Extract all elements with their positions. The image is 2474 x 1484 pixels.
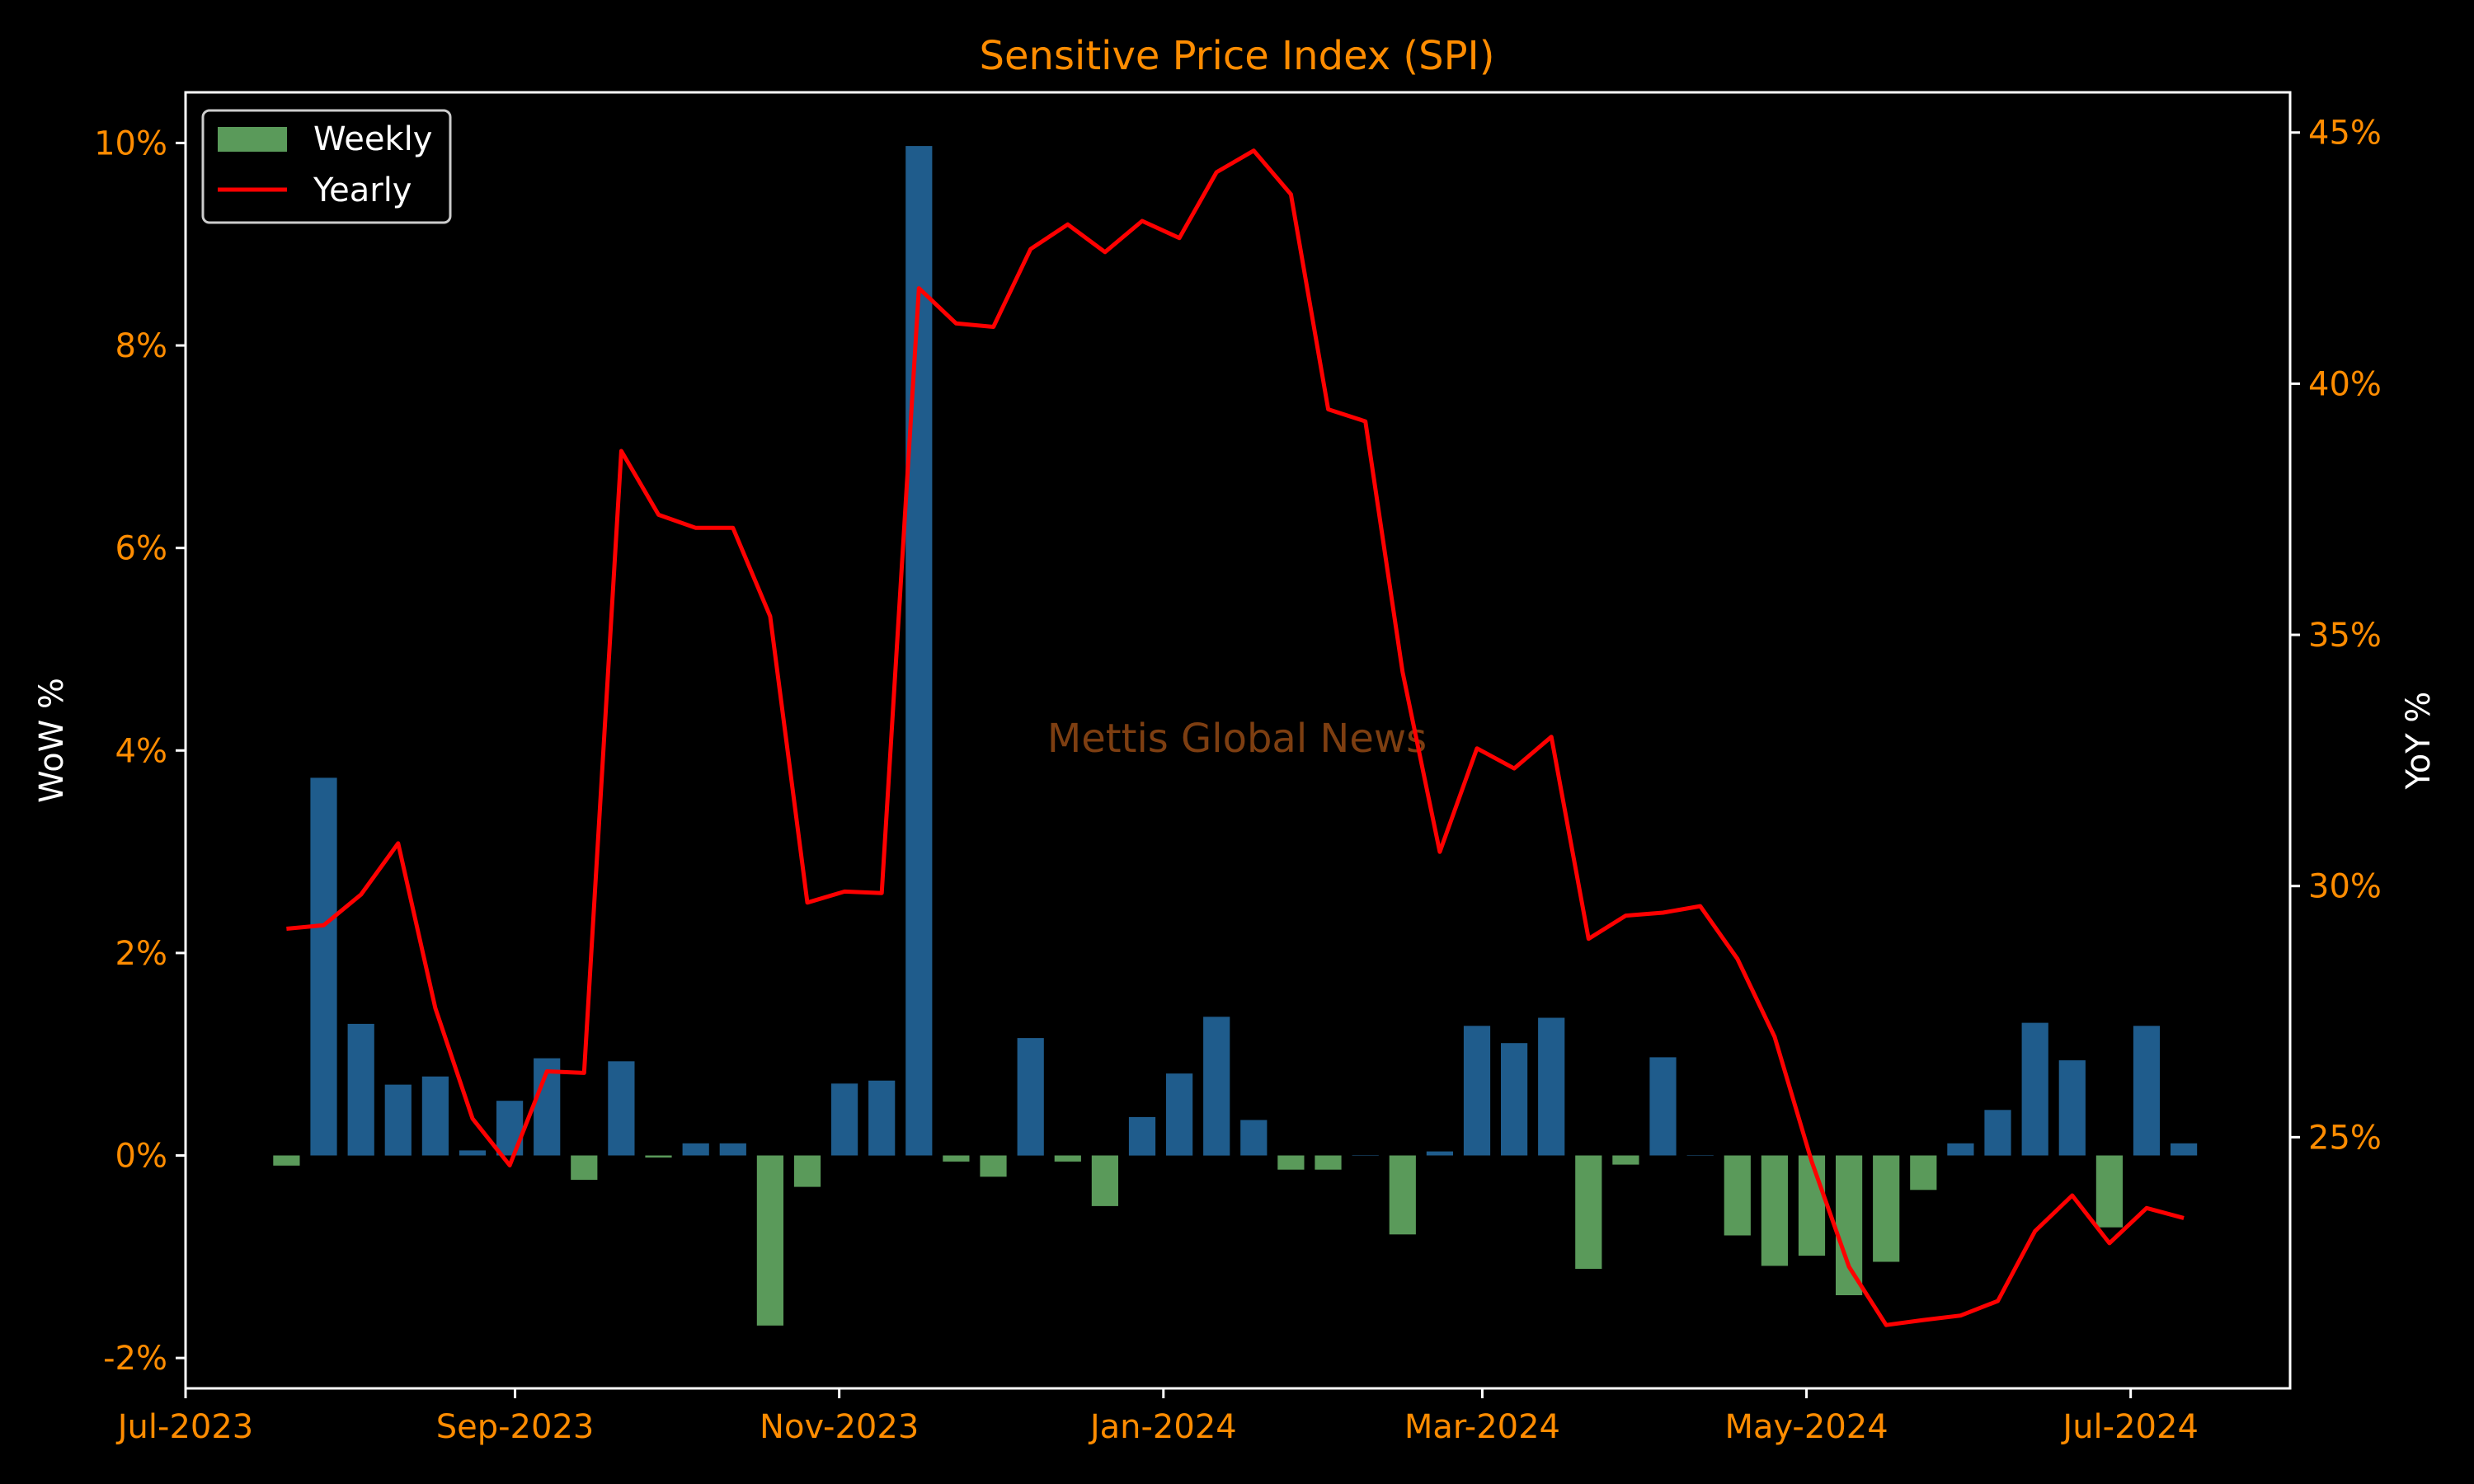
weekly-bar (273, 1155, 300, 1166)
weekly-bar (943, 1155, 970, 1162)
weekly-bar (1836, 1155, 1863, 1295)
right-axis-label: YoY % (2400, 692, 2438, 791)
left-axis-label: WoW % (33, 678, 71, 803)
weekly-bar (2021, 1022, 2048, 1156)
x-tick-label: Jul-2023 (115, 1408, 254, 1446)
left-tick-label: 6% (115, 530, 167, 568)
weekly-bar (1203, 1017, 1230, 1156)
weekly-bar (1017, 1038, 1044, 1156)
weekly-bar (1798, 1155, 1826, 1256)
weekly-bar (1724, 1155, 1751, 1236)
left-tick-label: 4% (115, 732, 167, 770)
yearly-line (286, 148, 2185, 1327)
legend-yearly-label: Yearly (313, 171, 412, 209)
weekly-bar (1277, 1155, 1305, 1170)
right-tick-label: 40% (2308, 365, 2382, 403)
weekly-bar (1649, 1057, 1677, 1156)
weekly-bar (719, 1143, 746, 1156)
left-tick-label: 10% (94, 124, 167, 162)
weekly-bar (2058, 1060, 2086, 1156)
weekly-bars-layer (273, 146, 2198, 1326)
weekly-bar (1128, 1116, 1156, 1156)
yearly-line-layer (286, 148, 2185, 1327)
weekly-bar (1575, 1155, 1602, 1269)
weekly-bar (1910, 1155, 1937, 1190)
weekly-bar (421, 1076, 449, 1156)
x-tick-label: Mar-2024 (1404, 1408, 1560, 1446)
weekly-bar (1761, 1155, 1788, 1266)
left-tick-label: 2% (115, 935, 167, 973)
weekly-bar (2133, 1026, 2161, 1156)
weekly-bar (1501, 1043, 1528, 1156)
weekly-bar (1315, 1155, 1342, 1170)
weekly-bar (980, 1155, 1007, 1177)
weekly-bar (310, 777, 337, 1156)
weekly-bar (2095, 1155, 2123, 1228)
right-tick-label: 25% (2308, 1119, 2382, 1157)
legend-weekly-label: Weekly (313, 120, 432, 158)
chart-title: Sensitive Price Index (SPI) (980, 33, 1495, 79)
x-tick-label: Nov-2023 (760, 1408, 919, 1446)
weekly-bar (1054, 1155, 1081, 1162)
weekly-bar (571, 1155, 598, 1180)
weekly-bar (831, 1083, 858, 1156)
weekly-bar (645, 1155, 672, 1158)
weekly-bar (459, 1150, 487, 1156)
legend-weekly-swatch (218, 127, 287, 152)
weekly-bar (1091, 1155, 1118, 1206)
right-y-axis: 25% 30% 35% 40% 45% (2290, 115, 2382, 1157)
x-tick-label: Sep-2023 (436, 1408, 595, 1446)
x-tick-label: May-2024 (1724, 1408, 1888, 1446)
weekly-bar (1166, 1073, 1193, 1156)
weekly-bar (1426, 1151, 1453, 1156)
watermark-text: Mettis Global News (1047, 716, 1427, 762)
x-tick-label: Jul-2024 (2060, 1408, 2199, 1446)
weekly-bar (1389, 1155, 1416, 1235)
weekly-bar (2171, 1143, 2198, 1156)
weekly-bar (1352, 1155, 1379, 1156)
weekly-bar (347, 1023, 374, 1156)
weekly-bar (384, 1084, 412, 1156)
weekly-bar (1873, 1155, 1900, 1262)
legend: Weekly Yearly (201, 109, 452, 224)
weekly-bar (868, 1080, 896, 1156)
right-tick-label: 45% (2308, 115, 2382, 153)
weekly-bar (793, 1155, 821, 1187)
weekly-bar (682, 1143, 709, 1156)
weekly-bar (756, 1155, 783, 1326)
right-tick-label: 35% (2308, 617, 2382, 655)
x-tick-label: Jan-2024 (1088, 1408, 1237, 1446)
weekly-bar (1984, 1110, 2011, 1156)
weekly-bar (1947, 1143, 1974, 1156)
weekly-bar (1612, 1155, 1639, 1165)
weekly-bar (608, 1061, 635, 1156)
weekly-bar (1463, 1026, 1491, 1156)
plot-frame (184, 91, 2292, 1390)
left-tick-label: -2% (103, 1340, 167, 1378)
right-tick-label: 30% (2308, 868, 2382, 906)
left-tick-label: 0% (115, 1138, 167, 1176)
weekly-bar (1240, 1120, 1268, 1156)
left-tick-label: 8% (115, 327, 167, 365)
left-y-axis: -2% 0% 2% 4% 6% 8% 10% (94, 124, 186, 1378)
weekly-bar (1538, 1017, 1565, 1156)
weekly-bar (1686, 1155, 1714, 1156)
x-axis: Jul-2023 Sep-2023 Nov-2023 Jan-2024 Mar-2024… (115, 1388, 2199, 1446)
